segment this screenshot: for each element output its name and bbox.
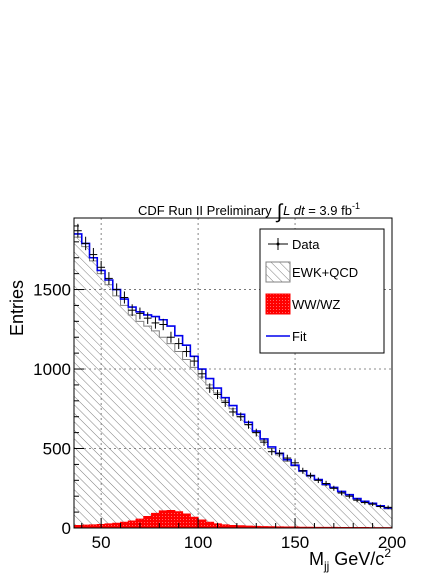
legend-item-fit: Fit: [266, 329, 307, 344]
x-tick-label: 100: [184, 533, 212, 552]
data-point: [128, 304, 137, 317]
legend-item-ww-wz: WW/WZ: [265, 293, 340, 315]
legend-item-data: Data: [268, 237, 320, 252]
data-point: [291, 459, 299, 467]
data-point: [198, 368, 206, 379]
data-point: [182, 346, 191, 357]
data-point: [105, 272, 113, 285]
data-point: [143, 312, 152, 324]
data-point: [345, 493, 354, 499]
data-point: [360, 500, 369, 505]
data-point: [205, 383, 214, 393]
y-tick-label: 1000: [33, 360, 71, 379]
legend: Data EWK+QCD WW/WZ Fit: [259, 228, 385, 354]
data-point: [174, 338, 183, 350]
y-axis-title: Entries: [7, 280, 27, 336]
data-point: [167, 331, 175, 343]
fit-line: [74, 233, 392, 509]
data-point: [275, 449, 284, 457]
data-point: [322, 480, 330, 487]
y-tick-label: 500: [43, 440, 71, 459]
data-point: [229, 407, 237, 417]
data-point: [221, 397, 230, 407]
x-tick-label: 50: [92, 533, 111, 552]
plot-frame: [73, 217, 393, 529]
data-point: [329, 485, 338, 491]
legend-label-fit: Fit: [292, 329, 307, 344]
y-tick-label: 0: [62, 519, 71, 538]
data-point: [353, 498, 361, 503]
data-point: [368, 502, 377, 507]
data-point: [267, 448, 276, 456]
data-point: [136, 307, 144, 320]
data-point: [112, 283, 121, 296]
data-point: [244, 420, 253, 429]
data-point: [306, 472, 315, 479]
data-point: [97, 260, 106, 274]
data-point: [337, 490, 346, 496]
data-point: [260, 438, 268, 446]
x-axis-title: Mjj GeV/c2: [309, 546, 391, 573]
legend-label-data: Data: [292, 237, 320, 252]
data-point: [376, 504, 385, 509]
legend-item-ewk-qcd: EWK+QCD: [265, 261, 358, 283]
data-point: [298, 467, 307, 474]
data-point: [314, 477, 323, 484]
data-point: [151, 317, 160, 329]
data-point: [213, 389, 222, 400]
data-point: [236, 412, 245, 421]
data-point: [190, 355, 199, 367]
data-point: [89, 247, 98, 262]
legend-label-ewk-qcd: EWK+QCD: [292, 265, 358, 280]
axis-ticks: 50 100 150 200 0 500 1000 1500: [33, 225, 406, 552]
chart-title: CDF Run II Preliminary ∫L dt = 3.9 fb-1: [138, 201, 360, 223]
data-point: [159, 318, 168, 331]
y-tick-label: 1500: [33, 281, 71, 300]
x-tick-label: 200: [378, 533, 406, 552]
data-point: [81, 236, 90, 251]
legend-label-ww-wz: WW/WZ: [292, 297, 340, 312]
legend-box: [259, 228, 385, 354]
data-point: [252, 428, 261, 437]
data-point: [384, 505, 392, 510]
data-point: [120, 291, 129, 304]
data-point: [283, 454, 292, 462]
x-tick-label: 150: [281, 533, 309, 552]
